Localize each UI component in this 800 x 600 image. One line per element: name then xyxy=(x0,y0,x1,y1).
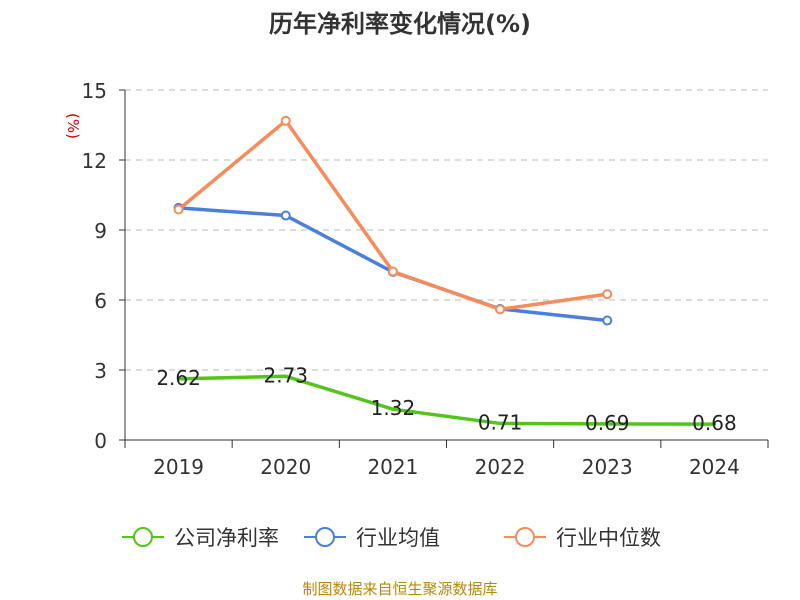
x-tick-label: 2023 xyxy=(582,455,633,479)
data-point xyxy=(387,266,398,277)
data-label: 0.69 xyxy=(585,411,630,435)
y-tick-label: 6 xyxy=(94,289,107,313)
axes xyxy=(124,90,768,441)
legend-item-0[interactable]: 公司净利率 xyxy=(122,526,279,550)
legend-item-1[interactable]: 行业均值 xyxy=(304,526,440,550)
y-axis-label: (%) xyxy=(64,113,82,139)
x-tick-label: 2024 xyxy=(689,455,740,479)
legend-label: 公司净利率 xyxy=(174,526,279,550)
legend-label: 行业均值 xyxy=(356,526,440,550)
data-label: 2.73 xyxy=(263,363,308,387)
legend-label: 行业中位数 xyxy=(556,526,661,550)
x-tick-label: 2020 xyxy=(260,455,311,479)
x-tick-label: 2021 xyxy=(367,455,418,479)
series-line-2 xyxy=(176,119,609,312)
legend-item-2[interactable]: 行业中位数 xyxy=(504,526,661,550)
data-point xyxy=(280,115,291,126)
series-line-0 xyxy=(176,374,717,426)
data-point xyxy=(173,204,184,215)
series-group xyxy=(173,115,717,426)
data-point xyxy=(280,210,291,221)
chart-title: 历年净利率变化情况(%) xyxy=(269,10,531,38)
x-axis-ticks: 2019 2020 2021 2022 2023 2024 xyxy=(124,440,769,479)
legend-marker xyxy=(515,527,535,547)
data-label: 1.32 xyxy=(371,396,416,420)
data-point xyxy=(495,304,506,315)
x-tick-label: 2019 xyxy=(153,455,204,479)
y-tick-label: 0 xyxy=(94,429,107,453)
y-axis-ticks: 0 3 6 9 12 15 xyxy=(82,79,125,453)
legend-marker xyxy=(315,527,335,547)
data-label: 0.71 xyxy=(478,410,523,434)
y-tick-label: 3 xyxy=(94,359,107,383)
data-label: 0.68 xyxy=(692,411,737,435)
y-tick-label: 12 xyxy=(82,149,107,173)
source-note: 制图数据来自恒生聚源数据库 xyxy=(302,580,498,598)
data-point xyxy=(602,289,613,300)
y-tick-label: 15 xyxy=(82,79,107,103)
y-tick-label: 9 xyxy=(94,219,107,243)
grid-lines xyxy=(125,89,768,371)
data-point xyxy=(602,315,613,326)
legend-marker xyxy=(133,527,153,547)
x-tick-label: 2022 xyxy=(475,455,526,479)
data-labels: 2.62 2.73 1.32 0.71 0.69 0.68 xyxy=(156,363,736,435)
legend: 公司净利率 行业均值 行业中位数 xyxy=(122,526,661,550)
data-label: 2.62 xyxy=(156,366,201,390)
